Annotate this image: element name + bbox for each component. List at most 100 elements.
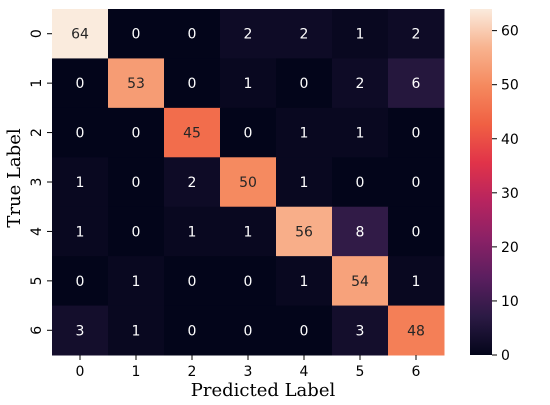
heatmap-cell-3-3 <box>220 157 277 208</box>
cell-value-2-0: 0 <box>76 126 85 142</box>
cell-value-0-1: 0 <box>132 27 141 43</box>
x-axis-ticks: 0 1 2 3 4 5 6 <box>76 355 421 380</box>
heatmap-cell-0-6 <box>388 9 445 59</box>
x-tick-label: 2 <box>188 364 197 380</box>
heatmap-cell-4-3 <box>220 206 277 257</box>
colorbar-tick-label: 40 <box>501 132 519 148</box>
heatmap-cell-6-0 <box>52 305 109 356</box>
heatmap-cell-4-4 <box>276 206 333 257</box>
cell-value-3-2: 2 <box>188 175 197 191</box>
cell-value-1-6: 6 <box>412 76 421 92</box>
y-tick-label: 4 <box>29 227 45 236</box>
cell-value-6-3: 0 <box>244 323 253 339</box>
cell-value-1-5: 2 <box>356 76 365 92</box>
heatmap-cell-0-2 <box>164 9 221 59</box>
cell-value-2-4: 1 <box>300 126 309 142</box>
heatmap-cell-4-0 <box>52 206 109 257</box>
x-tick-label: 0 <box>76 364 85 380</box>
cell-value-4-0: 1 <box>76 224 85 240</box>
heatmap-cell-5-2 <box>164 256 221 307</box>
heatmap-cell-6-5 <box>332 305 389 356</box>
y-tick-label: 1 <box>29 79 45 88</box>
heatmap-cell-3-4 <box>276 157 333 208</box>
heatmap-cell-2-5 <box>332 107 389 158</box>
cell-value-6-5: 3 <box>356 323 365 339</box>
cell-value-2-1: 0 <box>132 126 141 142</box>
heatmap-cell-2-2 <box>164 107 221 158</box>
cell-value-2-5: 1 <box>356 126 365 142</box>
colorbar-tick-label: 20 <box>501 240 519 256</box>
heatmap-cell-1-5 <box>332 58 389 109</box>
cell-value-1-1: 53 <box>127 76 145 92</box>
colorbar-ticks: 0 10 20 30 40 50 60 <box>492 24 519 364</box>
cell-value-1-4: 0 <box>300 76 309 92</box>
cell-value-6-6: 48 <box>407 323 425 339</box>
y-tick-label: 5 <box>29 276 45 285</box>
heatmap-cell-6-4 <box>276 305 333 356</box>
y-tick-label: 2 <box>29 128 45 137</box>
cell-value-5-5: 54 <box>351 274 369 290</box>
cell-value-1-0: 0 <box>76 76 85 92</box>
heatmap-cell-2-1 <box>108 107 165 158</box>
x-tick-label: 5 <box>356 364 365 380</box>
heatmap-cell-0-5 <box>332 9 389 59</box>
cell-value-3-5: 0 <box>356 175 365 191</box>
heatmap-cell-3-2 <box>164 157 221 208</box>
heatmap-cell-3-0 <box>52 157 109 208</box>
cell-value-1-2: 0 <box>188 76 197 92</box>
x-tick-label: 4 <box>300 364 309 380</box>
heatmap-cells: 64 0 0 2 2 1 2 0 53 0 1 0 2 6 0 0 45 0 1 1 0 1 0 2 50 1 0 0 1 0 1 1 56 8 0… <box>52 9 445 356</box>
cell-value-4-5: 8 <box>356 224 365 240</box>
cell-value-6-1: 1 <box>132 323 141 339</box>
heatmap-cell-5-0 <box>52 256 109 307</box>
cell-value-2-3: 0 <box>244 126 253 142</box>
heatmap-cell-4-6 <box>388 206 445 257</box>
cell-value-3-4: 1 <box>300 175 309 191</box>
cell-value-4-1: 0 <box>132 224 141 240</box>
cell-value-2-6: 0 <box>412 126 421 142</box>
heatmap-cell-2-0 <box>52 107 109 158</box>
heatmap-cell-4-1 <box>108 206 165 257</box>
heatmap-cell-0-3 <box>220 9 277 59</box>
heatmap-cell-6-1 <box>108 305 165 356</box>
cell-value-4-4: 56 <box>295 224 313 240</box>
cell-value-3-3: 50 <box>239 175 257 191</box>
cell-value-0-2: 0 <box>188 27 197 43</box>
colorbar-tick-label: 50 <box>501 78 519 94</box>
cell-value-2-2: 45 <box>183 126 201 142</box>
y-axis-ticks: 0 1 2 3 4 5 6 <box>29 29 52 335</box>
colorbar-tick-label: 0 <box>501 348 510 364</box>
heatmap-cell-0-0 <box>52 9 109 59</box>
colorbar-tick-label: 30 <box>501 186 519 202</box>
cell-value-6-0: 3 <box>76 323 85 339</box>
cell-value-0-6: 2 <box>412 27 421 43</box>
colorbar-tick-label: 60 <box>501 24 519 40</box>
cell-value-5-1: 1 <box>132 274 141 290</box>
heatmap-cell-4-2 <box>164 206 221 257</box>
x-tick-label: 6 <box>412 364 421 380</box>
cell-value-6-2: 0 <box>188 323 197 339</box>
heatmap-cell-2-3 <box>220 107 277 158</box>
heatmap-cell-3-1 <box>108 157 165 208</box>
x-axis-title: Predicted Label <box>191 380 336 400</box>
heatmap-cell-6-2 <box>164 305 221 356</box>
cell-value-0-0: 64 <box>71 27 89 43</box>
heatmap-cell-4-5 <box>332 206 389 257</box>
colorbar <box>470 9 492 355</box>
heatmap-cell-5-3 <box>220 256 277 307</box>
heatmap-cell-3-6 <box>388 157 445 208</box>
heatmap-cell-1-4 <box>276 58 333 109</box>
cell-value-0-3: 2 <box>244 27 253 43</box>
heatmap-cell-3-5 <box>332 157 389 208</box>
y-tick-label: 0 <box>29 29 45 38</box>
cell-value-5-3: 0 <box>244 274 253 290</box>
cell-value-3-1: 0 <box>132 175 141 191</box>
heatmap-cell-1-3 <box>220 58 277 109</box>
y-axis-title: True Label <box>4 128 25 227</box>
cell-value-0-5: 1 <box>356 27 365 43</box>
cell-value-5-0: 0 <box>76 274 85 290</box>
x-tick-label: 3 <box>244 364 253 380</box>
heatmap-cell-5-6 <box>388 256 445 307</box>
